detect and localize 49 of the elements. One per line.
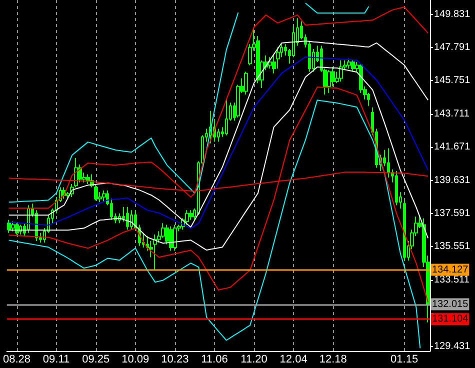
x-tick-label: 08.28 (2, 354, 31, 366)
x-tick-label: 10.23 (161, 354, 189, 366)
candlestick (130, 210, 133, 230)
candlestick (327, 70, 331, 94)
candlestick (244, 71, 248, 96)
candlestick (169, 226, 173, 252)
candlestick (7, 219, 11, 234)
candlestick (27, 204, 30, 234)
candlestick (403, 200, 406, 262)
y-tick-label: 143.711 (434, 108, 470, 120)
candlestick (387, 148, 390, 178)
candlestick (185, 210, 189, 226)
x-tick-label: 01.15 (390, 354, 418, 366)
x-tick-label: 12.18 (319, 354, 347, 366)
candlestick (268, 56, 272, 70)
candlestick (102, 190, 106, 202)
x-tick-label: 12.04 (280, 354, 308, 366)
ref-line-label: 131.104 (432, 314, 469, 325)
candlestick (11, 220, 15, 232)
candlestick (347, 58, 351, 70)
y-tick-label: 145.751 (434, 75, 471, 86)
x-tick-label: 09.11 (42, 354, 70, 366)
y-tick-label: 141.671 (434, 142, 471, 153)
candlestick (189, 210, 193, 220)
y-tick-label: 137.591 (434, 208, 471, 219)
ref-line-label: 134.127 (432, 264, 469, 276)
candlestick (351, 60, 355, 72)
line-series (8, 100, 421, 349)
candlestick (225, 98, 228, 136)
x-tick-label: 11.20 (240, 354, 268, 366)
y-tick-label: 129.431 (434, 340, 471, 352)
candlestick (86, 174, 90, 185)
y-tick-label: 135.551 (434, 241, 471, 252)
candlestick (276, 46, 280, 70)
y-tick-label: 139.631 (434, 174, 471, 186)
ref-line-label: 132.015 (432, 298, 469, 310)
x-tick-label: 11.06 (201, 354, 228, 366)
candlestick (173, 224, 177, 252)
x-tick-label: 10.09 (122, 354, 150, 366)
candlestick (153, 234, 157, 271)
y-tick-label: 147.791 (434, 42, 471, 53)
candlestick (395, 170, 398, 206)
y-tick-label: 133.511 (434, 274, 470, 286)
line-series (8, 86, 429, 303)
candlestick (126, 206, 129, 230)
line-series (8, 6, 429, 209)
y-tick-label: 149.831 (434, 8, 471, 20)
x-tick-label: 09.25 (82, 354, 110, 366)
candlestick (339, 60, 343, 82)
